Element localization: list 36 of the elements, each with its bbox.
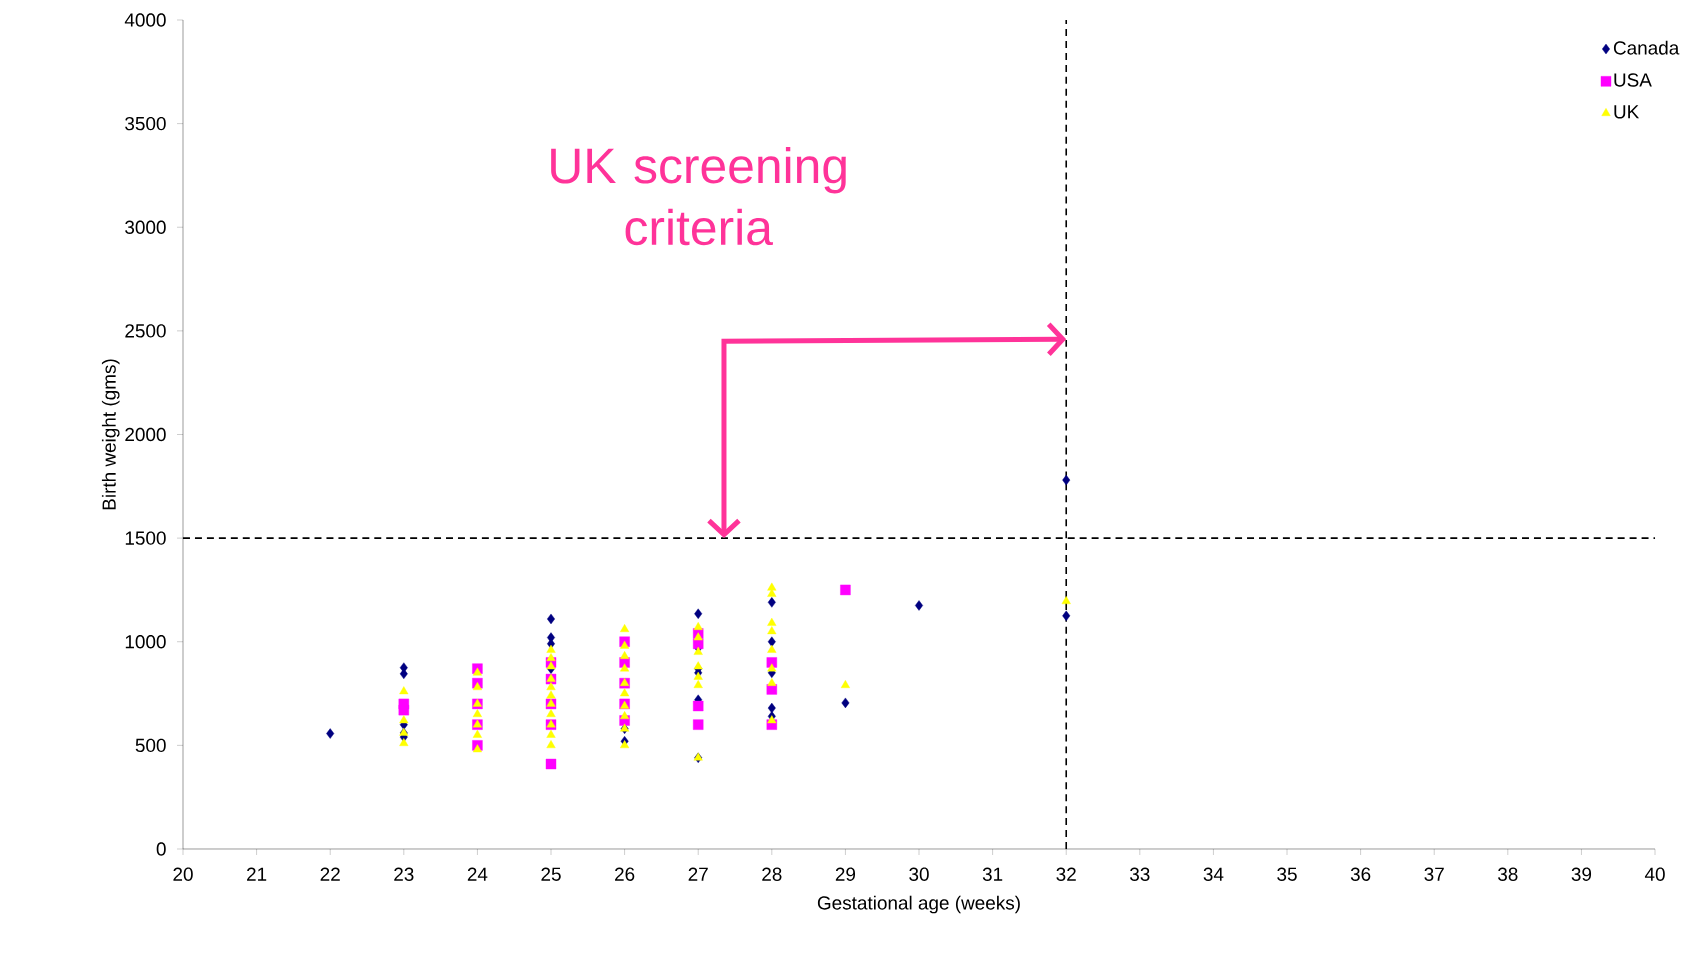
x-tick-label: 32 bbox=[1056, 867, 1076, 881]
x-tick-label: 39 bbox=[1571, 867, 1592, 881]
x-axis-title: Gestational age (weeks) bbox=[817, 895, 1020, 914]
x-tick-label: 28 bbox=[762, 867, 782, 881]
y-tick-label: 1000 bbox=[125, 635, 166, 649]
y-tick-label: 2000 bbox=[125, 427, 166, 442]
x-tick-label: 37 bbox=[1424, 867, 1444, 881]
y-tick-label: 1500 bbox=[125, 531, 166, 545]
legend-label: UK bbox=[1614, 105, 1640, 119]
x-tick-label: 33 bbox=[1130, 867, 1150, 881]
y-tick-label: 0 bbox=[156, 842, 166, 856]
y-tick-label: 500 bbox=[135, 738, 166, 753]
annotation: UK screening criteria bbox=[551, 146, 846, 246]
y-tick-label: 4000 bbox=[124, 13, 166, 27]
x-tick-label: 40 bbox=[1644, 867, 1665, 881]
x-tick-label: 25 bbox=[541, 867, 561, 881]
x-tick-label: 31 bbox=[982, 867, 1003, 881]
x-tick-label: 27 bbox=[688, 867, 708, 881]
x-tick-label: 26 bbox=[615, 867, 635, 881]
x-tick-label: 29 bbox=[835, 867, 856, 881]
x-tick-label: 35 bbox=[1277, 867, 1297, 881]
y-tick-label: 3500 bbox=[125, 116, 166, 131]
legend-label: Canada bbox=[1613, 40, 1680, 55]
x-tick-label: 22 bbox=[320, 867, 340, 881]
x-tick-label: 34 bbox=[1203, 867, 1224, 881]
y-axis-title: Birth weight (gms) bbox=[101, 359, 120, 510]
x-tick-label: 21 bbox=[247, 867, 267, 881]
legend-label: USA bbox=[1614, 73, 1652, 87]
x-tick-label: 20 bbox=[173, 867, 193, 881]
x-tick-label: 36 bbox=[1350, 867, 1371, 881]
x-tick-label: 23 bbox=[394, 867, 414, 881]
x-tick-label: 24 bbox=[467, 867, 488, 881]
x-tick-label: 38 bbox=[1498, 867, 1518, 881]
x-tick-label: 30 bbox=[909, 867, 929, 881]
y-tick-label: 3000 bbox=[125, 220, 166, 234]
y-tick-label: 2500 bbox=[125, 324, 166, 338]
